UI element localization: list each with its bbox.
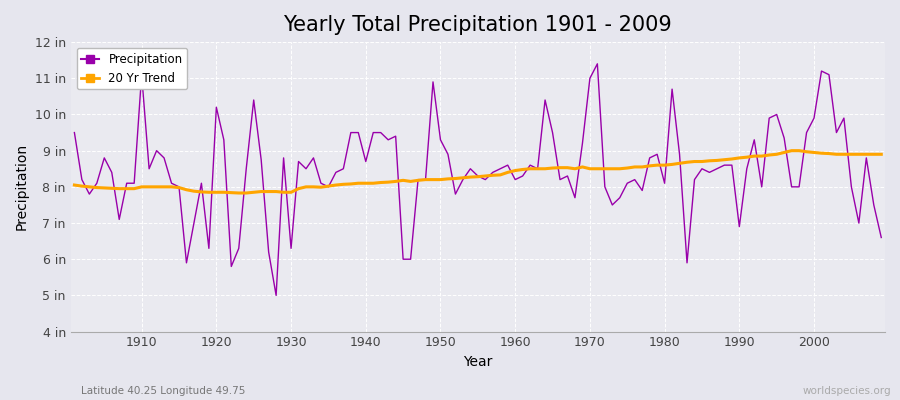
Text: worldspecies.org: worldspecies.org: [803, 386, 891, 396]
Legend: Precipitation, 20 Yr Trend: Precipitation, 20 Yr Trend: [76, 48, 187, 89]
Precipitation: [615, 195, 626, 200]
20 Yr Trend: [787, 148, 797, 153]
Precipitation: [69, 130, 80, 135]
Precipitation: [271, 293, 282, 298]
Precipitation: [518, 174, 528, 178]
20 Yr Trend: [607, 166, 617, 171]
Precipitation: [301, 166, 311, 171]
20 Yr Trend: [301, 184, 311, 189]
Text: Latitude 40.25 Longitude 49.75: Latitude 40.25 Longitude 49.75: [81, 386, 246, 396]
Title: Yearly Total Precipitation 1901 - 2009: Yearly Total Precipitation 1901 - 2009: [284, 15, 672, 35]
Precipitation: [129, 181, 140, 186]
Y-axis label: Precipitation: Precipitation: [15, 143, 29, 230]
Precipitation: [509, 177, 520, 182]
Precipitation: [876, 235, 886, 240]
20 Yr Trend: [876, 152, 886, 157]
Precipitation: [592, 62, 603, 66]
20 Yr Trend: [518, 167, 528, 172]
Precipitation: [346, 130, 356, 135]
Line: 20 Yr Trend: 20 Yr Trend: [75, 151, 881, 193]
20 Yr Trend: [233, 190, 244, 195]
20 Yr Trend: [129, 186, 140, 191]
X-axis label: Year: Year: [464, 355, 492, 369]
Line: Precipitation: Precipitation: [75, 64, 881, 295]
20 Yr Trend: [509, 168, 520, 173]
20 Yr Trend: [69, 183, 80, 188]
20 Yr Trend: [346, 182, 356, 186]
